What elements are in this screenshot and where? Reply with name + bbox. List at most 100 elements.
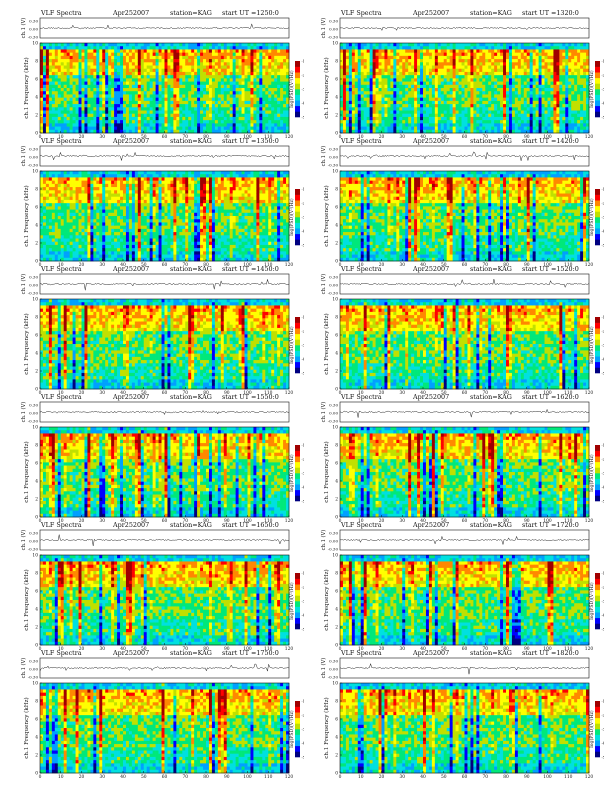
heatmap-cell xyxy=(580,123,584,127)
heatmap-cell xyxy=(185,49,189,53)
heatmap-cell xyxy=(280,75,284,79)
heatmap-cell xyxy=(577,52,581,57)
heatmap-cell xyxy=(69,84,73,89)
heatmap-cell xyxy=(164,104,168,108)
heatmap-cell xyxy=(262,81,266,86)
heatmap-cell xyxy=(123,59,127,63)
heatmap-cell xyxy=(464,104,468,108)
heatmap-cell xyxy=(170,100,174,105)
heatmap-cell xyxy=(51,94,56,98)
heatmap-cell xyxy=(125,46,130,50)
heatmap-cell xyxy=(179,43,183,47)
heatmap-cell xyxy=(375,43,379,47)
heatmap-cell xyxy=(411,62,415,66)
heatmap-cell xyxy=(229,71,234,76)
heatmap-cell xyxy=(402,120,406,124)
heatmap-cell xyxy=(146,97,151,102)
heatmap-cell xyxy=(506,116,510,121)
heatmap-cell xyxy=(271,71,275,76)
heatmap-cell xyxy=(455,49,459,53)
heatmap-cell xyxy=(440,65,445,70)
heatmap-cell xyxy=(559,110,563,115)
heatmap-cell xyxy=(532,46,536,50)
heatmap-cell xyxy=(547,84,551,89)
heatmap-cell xyxy=(194,100,198,105)
heatmap-cell xyxy=(140,120,145,124)
heatmap-cell xyxy=(529,123,534,127)
heatmap-cell xyxy=(134,120,139,124)
heatmap-cell xyxy=(538,52,542,57)
heatmap-cell xyxy=(571,123,575,127)
heatmap-cell xyxy=(250,75,254,79)
heatmap-cell xyxy=(167,68,171,73)
heatmap-cell xyxy=(90,59,94,63)
heatmap-cell xyxy=(523,91,528,95)
heatmap-cell xyxy=(220,126,225,131)
heatmap-cell xyxy=(437,62,442,66)
heatmap-cell xyxy=(247,126,251,131)
heatmap-cell xyxy=(274,84,278,89)
heatmap-cell xyxy=(378,84,382,89)
heatmap-cell xyxy=(247,43,251,47)
heatmap-cell xyxy=(405,75,409,79)
heatmap-cell xyxy=(420,120,424,124)
heatmap-cell xyxy=(78,46,82,50)
heatmap-cell xyxy=(66,97,70,102)
heatmap-cell xyxy=(271,84,275,89)
heatmap-cell xyxy=(123,94,127,98)
heatmap-cell xyxy=(137,52,142,57)
heatmap-cell xyxy=(577,104,581,108)
heatmap-cell xyxy=(479,104,483,108)
heatmap-cell xyxy=(206,113,210,118)
heatmap-cell xyxy=(556,94,560,98)
heatmap-cell xyxy=(48,190,53,194)
heatmap-cell xyxy=(131,123,136,127)
heatmap-cell xyxy=(191,116,195,121)
heatmap-cell xyxy=(390,126,394,131)
heatmap-cell xyxy=(452,75,456,79)
heatmap-cell xyxy=(161,126,165,131)
heatmap-cell xyxy=(277,78,281,82)
heatmap-cell xyxy=(366,97,370,102)
heatmap-cell xyxy=(51,187,56,191)
heatmap-cell xyxy=(351,55,356,60)
heatmap-cell xyxy=(467,62,471,66)
heatmap-cell xyxy=(411,71,415,76)
heatmap-cell xyxy=(586,110,590,115)
heatmap-cell xyxy=(54,52,59,57)
heatmap-cell xyxy=(45,49,50,53)
heatmap-cell xyxy=(446,88,451,92)
heatmap-cell xyxy=(149,100,153,105)
heatmap-cell xyxy=(247,113,251,118)
heatmap-cell xyxy=(149,107,153,111)
heatmap-cell xyxy=(208,46,213,50)
heatmap-cell xyxy=(99,120,103,124)
heatmap-cell xyxy=(523,78,528,82)
heatmap-cell xyxy=(574,43,578,47)
heatmap-cell xyxy=(414,68,418,73)
heatmap-cell xyxy=(182,81,186,86)
heatmap-cell xyxy=(440,78,445,82)
heatmap-cell xyxy=(188,68,192,73)
heatmap-cell xyxy=(517,104,522,108)
heatmap-cell xyxy=(268,88,272,92)
heatmap-cell xyxy=(164,81,168,86)
heatmap-cell xyxy=(286,123,290,127)
heatmap-cell xyxy=(357,107,362,111)
heatmap-cell xyxy=(123,75,127,79)
heatmap-cell xyxy=(63,107,68,111)
heatmap-cell xyxy=(354,126,359,131)
heatmap-cell xyxy=(211,129,216,134)
heatmap-cell xyxy=(532,91,536,95)
heatmap-cell xyxy=(253,91,257,95)
heatmap-cell xyxy=(72,126,76,131)
heatmap-cell xyxy=(431,123,436,127)
heatmap-cell xyxy=(211,78,216,82)
heatmap-cell xyxy=(214,71,219,76)
heatmap-cell xyxy=(443,129,448,134)
heatmap-cell xyxy=(84,46,88,50)
heatmap-cell xyxy=(565,59,569,63)
heatmap-cell xyxy=(357,81,362,86)
heatmap-cell xyxy=(232,110,236,115)
heatmap-cell xyxy=(60,68,65,73)
